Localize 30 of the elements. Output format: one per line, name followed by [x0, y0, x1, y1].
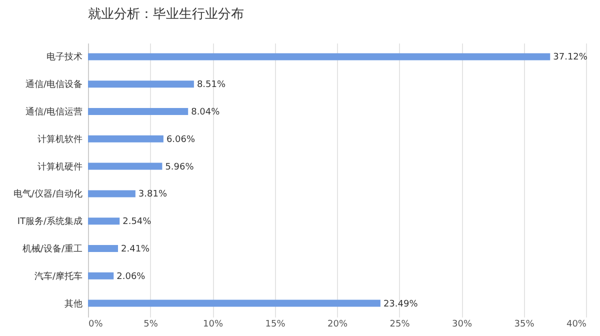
x-tick-label: 10% — [202, 320, 224, 330]
x-tick-label: 40% — [566, 320, 587, 330]
data-label: 8.04% — [191, 108, 220, 118]
y-tick-label: 计算机硬件 — [38, 161, 82, 172]
data-label: 37.12% — [553, 52, 588, 63]
data-label: 2.41% — [121, 244, 150, 254]
y-tick-label: 电子技术 — [46, 52, 82, 63]
y-tick-label: 计算机软件 — [38, 134, 82, 145]
y-tick-label: 通信/电信运营 — [25, 106, 82, 118]
y-tick-label: IT服务/系统集成 — [17, 216, 82, 228]
data-label: 6.06% — [166, 134, 196, 145]
x-tick-label: 20% — [327, 320, 348, 330]
data-label: 2.54% — [122, 217, 152, 228]
chart-title: 就业分析：毕业生行业分布 — [88, 7, 244, 22]
data-label: 2.06% — [116, 272, 146, 282]
data-label: 5.96% — [165, 162, 194, 172]
x-tick-label: 0% — [88, 320, 104, 330]
x-tick-label: 35% — [514, 320, 535, 330]
y-tick-label: 汽车/摩托车 — [34, 270, 82, 282]
x-tick-label: 30% — [452, 320, 472, 330]
x-tick-label: 5% — [144, 320, 158, 330]
y-tick-label: 机械/设备/重工 — [22, 244, 82, 254]
data-label: 8.51% — [196, 80, 226, 90]
y-tick-label: 通信/电信设备 — [25, 79, 82, 90]
y-tick-label: 其他 — [64, 298, 82, 310]
x-tick-label: 15% — [265, 320, 286, 330]
data-label: 3.81% — [138, 190, 168, 200]
data-label: 23.49% — [383, 299, 418, 310]
y-tick-label: 电气/仪器/自动化 — [13, 188, 82, 200]
x-tick-label: 25% — [390, 320, 410, 330]
